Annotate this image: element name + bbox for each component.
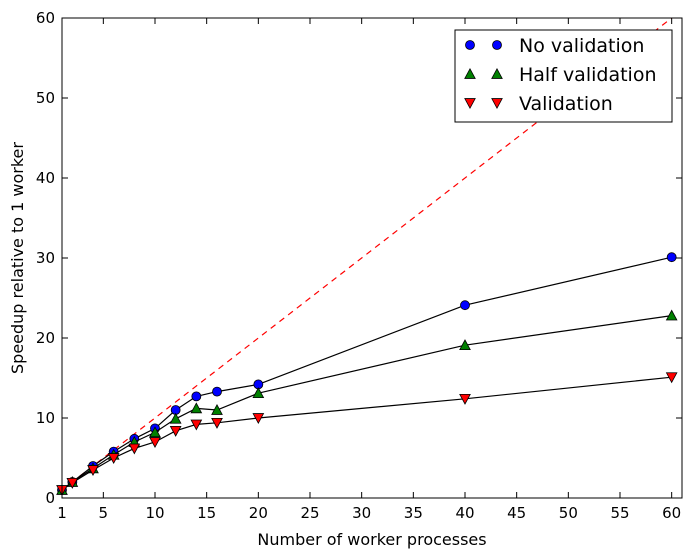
- data-point-validation: [149, 437, 161, 449]
- y-tick-label: 0: [45, 489, 55, 507]
- legend-box: [454, 29, 673, 123]
- series-line-half-validation: [61, 315, 672, 491]
- x-tick-label: 15: [197, 504, 216, 522]
- data-point-validation: [211, 417, 223, 429]
- data-point-validation: [107, 453, 120, 465]
- y-tick-label: 40: [36, 169, 55, 187]
- legend-label-half-validation: Half validation: [519, 64, 656, 86]
- x-tick-label: 20: [249, 504, 268, 522]
- data-point-validation: [665, 372, 678, 384]
- data-point-validation: [128, 443, 141, 455]
- y-tick-label: 60: [36, 9, 55, 27]
- series-layer: [56, 252, 678, 497]
- data-point-half-validation: [169, 412, 182, 424]
- legend-markers: [464, 40, 503, 110]
- legend-marker-validation: [464, 98, 476, 110]
- y-axis-label: Speedup relative to 1 worker: [8, 142, 27, 374]
- y-tick-label: 10: [36, 409, 55, 427]
- data-point-validation: [66, 477, 79, 489]
- data-point-validation: [87, 465, 99, 477]
- x-tick-label: 35: [404, 504, 423, 522]
- data-point-validation: [169, 425, 182, 437]
- series-line-validation: [61, 376, 672, 491]
- y-tick-label: 20: [36, 329, 55, 347]
- legend-marker-no-validation: [492, 40, 502, 50]
- data-point-no-validation: [191, 391, 202, 402]
- x-tick-label: 50: [559, 504, 578, 522]
- legend-marker-validation: [491, 98, 503, 110]
- x-tick-label: 5: [99, 504, 109, 522]
- y-tick-label: 30: [36, 249, 55, 267]
- x-axis-label: Number of worker processes: [257, 530, 486, 549]
- x-tick-label: 45: [507, 504, 526, 522]
- data-point-half-validation: [252, 387, 265, 399]
- data-point-half-validation: [190, 402, 203, 414]
- x-tick-label: 55: [610, 504, 629, 522]
- data-point-validation: [190, 419, 203, 431]
- data-point-no-validation: [666, 252, 677, 263]
- legend-marker-no-validation: [465, 40, 475, 50]
- data-point-no-validation: [460, 300, 470, 311]
- x-tick-label: 10: [145, 504, 164, 522]
- y-tick-label: 50: [36, 89, 55, 107]
- data-point-half-validation: [459, 339, 471, 351]
- legend-marker-half-validation: [491, 67, 503, 79]
- data-point-validation: [459, 393, 471, 405]
- data-point-no-validation: [212, 386, 222, 397]
- data-point-validation: [252, 413, 265, 425]
- series-line-no-validation: [61, 256, 672, 491]
- data-point-half-validation: [149, 426, 161, 438]
- legend-marker-half-validation: [464, 67, 476, 79]
- legend-label-validation: Validation: [519, 93, 613, 115]
- legend: No validation Half validation Validation: [454, 29, 673, 123]
- x-tick-label: 30: [352, 504, 371, 522]
- legend-label-no-validation: No validation: [519, 35, 644, 57]
- x-tick-label: 1: [57, 504, 67, 522]
- data-point-half-validation: [665, 309, 678, 321]
- x-tick-label: 25: [300, 504, 319, 522]
- x-tick-label: 40: [455, 504, 474, 522]
- x-tick-label: 60: [662, 504, 681, 522]
- data-point-half-validation: [211, 403, 223, 415]
